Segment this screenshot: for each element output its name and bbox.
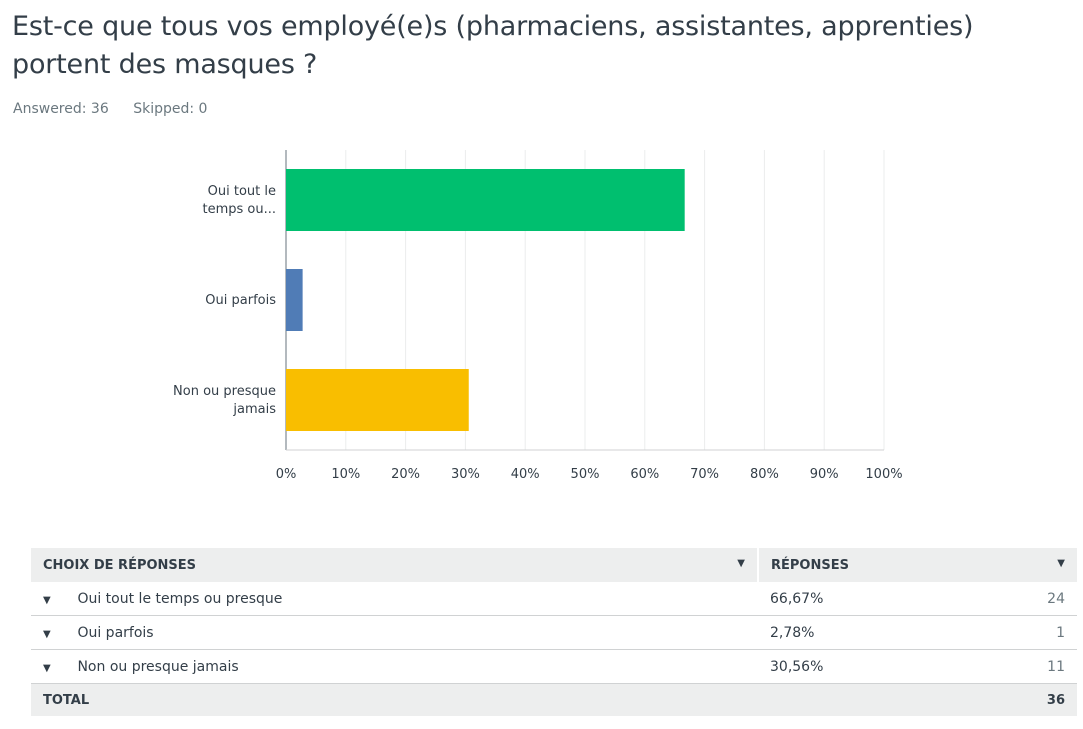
category-label: Oui parfois [205,293,276,308]
chart-bars [286,169,685,431]
x-tick-label: 90% [810,467,839,482]
header-responses-label: RÉPONSES [771,557,849,573]
sort-down-icon[interactable]: ▼ [1057,558,1065,569]
choice-label: Oui tout le temps ou presque [77,590,283,607]
x-tick-label: 70% [690,467,719,482]
chart-category-labels: Oui tout le temps ou... Oui parfois Non ou … [173,184,276,417]
x-tick-label: 50% [571,467,600,482]
choice-cell: ▼ Oui tout le temps ou presque [31,582,758,616]
x-tick-label: 40% [511,467,540,482]
header-answer-choices[interactable]: CHOIX DE RÉPONSES ▼ [31,548,759,582]
x-tick-label: 60% [630,467,659,482]
expand-caret-icon[interactable]: ▼ [43,662,51,674]
bar[interactable] [286,169,685,231]
category-label: Oui tout le [208,184,276,199]
expand-caret-icon[interactable]: ▼ [43,594,51,606]
expand-caret-icon[interactable]: ▼ [43,628,51,640]
choice-cell: ▼ Oui parfois [31,615,758,650]
bar[interactable] [286,369,469,431]
table-header-row: CHOIX DE RÉPONSES ▼ RÉPONSES ▼ [31,548,1077,582]
count-cell: 11 [982,649,1077,684]
table-row: ▼ Non ou presque jamais 30,56% 11 [31,649,1077,684]
total-count: 36 [982,683,1077,716]
x-tick-label: 10% [331,467,360,482]
category-label: Non ou presque [173,384,276,399]
count-cell: 24 [982,582,1077,616]
skipped-count: Skipped: 0 [133,101,208,117]
bar-chart: Oui tout le temps ou... Oui parfois Non ou … [173,150,903,482]
responses-table: CHOIX DE RÉPONSES ▼ RÉPONSES ▼ ▼ Oui tou… [31,548,1077,716]
answered-count: Answered: 36 [13,101,109,117]
choice-label: Oui parfois [77,624,154,641]
category-label: temps ou... [202,202,276,217]
response-stats: Answered: 36 Skipped: 0 [13,101,227,117]
table-row: ▼ Oui parfois 2,78% 1 [31,615,1077,650]
x-tick-label: 20% [391,467,420,482]
choice-label: Non ou presque jamais [77,658,239,675]
header-responses[interactable]: RÉPONSES ▼ [758,548,1077,582]
header-answer-choices-label: CHOIX DE RÉPONSES [43,557,197,573]
choice-cell: ▼ Non ou presque jamais [31,649,758,684]
table-row: ▼ Oui tout le temps ou presque 66,67% 24 [31,582,1077,616]
total-row: TOTAL 36 [31,683,1077,716]
bar[interactable] [286,269,303,331]
count-cell: 1 [982,615,1077,650]
category-label: jamais [232,402,276,417]
sort-down-icon[interactable]: ▼ [737,558,745,569]
x-tick-label: 0% [276,467,297,482]
total-spacer [758,683,982,716]
question-title: Est-ce que tous vos employé(e)s (pharmac… [12,11,974,80]
percent-cell: 30,56% [758,649,982,684]
chart-x-axis: 0% 10% 20% 30% 40% 50% 60% 70% 80% 90% 100% [276,467,903,482]
x-tick-label: 80% [750,467,779,482]
x-tick-label: 100% [865,467,902,482]
total-label: TOTAL [31,683,758,716]
percent-cell: 66,67% [758,582,982,616]
percent-cell: 2,78% [758,615,982,650]
x-tick-label: 30% [451,467,480,482]
